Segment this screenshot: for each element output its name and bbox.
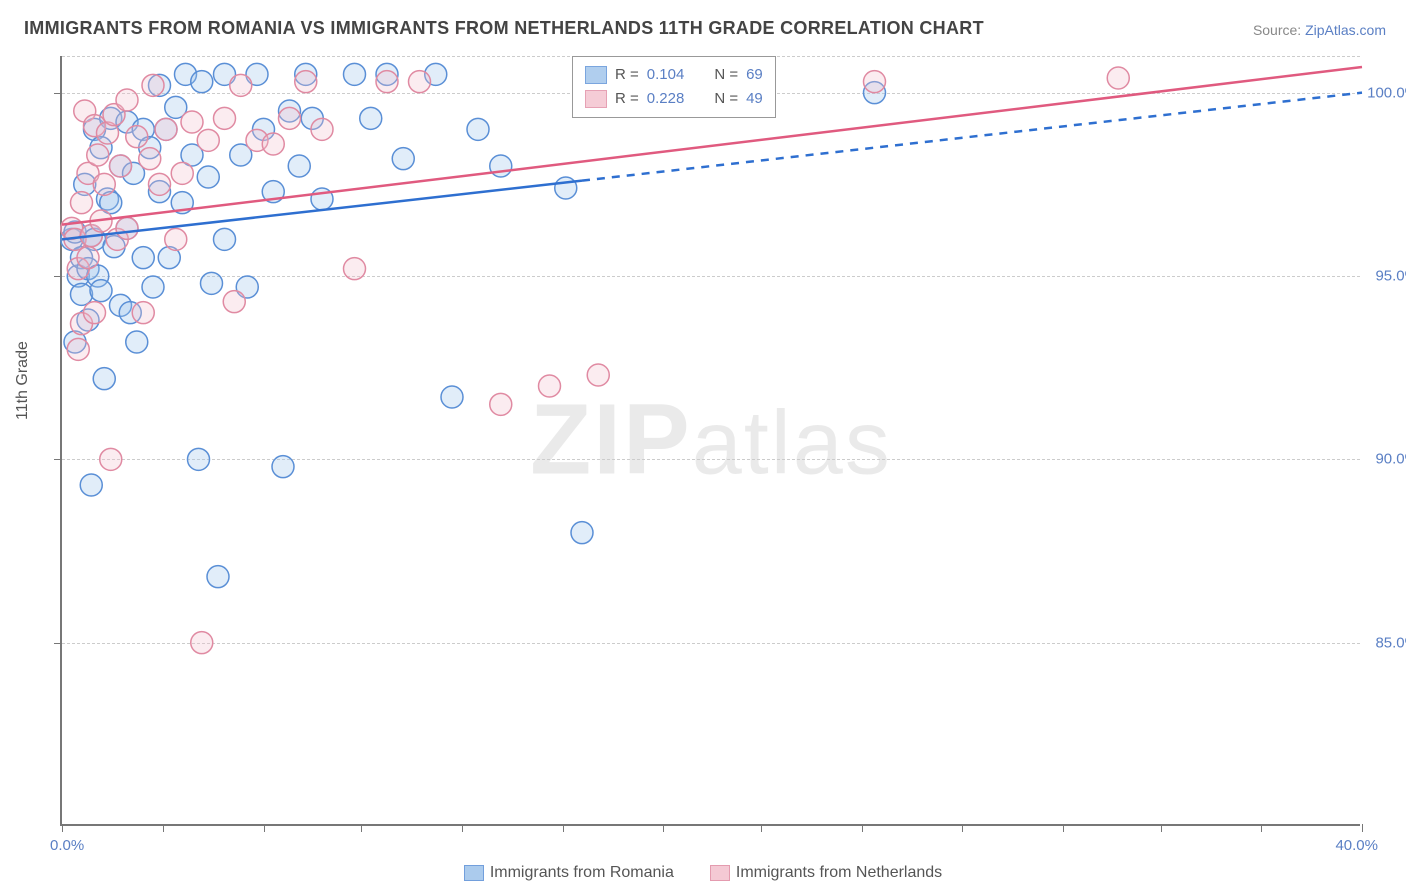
data-point <box>181 111 203 133</box>
data-point <box>93 173 115 195</box>
data-point <box>201 272 223 294</box>
series-legend: Immigrants from Romania Immigrants from N… <box>0 864 1406 882</box>
legend-r-label: R = <box>615 87 639 111</box>
data-point <box>191 632 213 654</box>
data-point <box>272 456 294 478</box>
legend-r-value: 0.228 <box>647 87 685 111</box>
source-link[interactable]: ZipAtlas.com <box>1305 22 1386 38</box>
series-label: Immigrants from Netherlands <box>736 864 942 881</box>
data-point <box>207 566 229 588</box>
data-point <box>197 166 219 188</box>
data-point <box>110 155 132 177</box>
series-legend-item: Immigrants from Romania <box>464 864 674 881</box>
legend-row: R = 0.104 N = 69 <box>585 63 763 87</box>
legend-r-value: 0.104 <box>647 63 685 87</box>
data-point <box>197 129 219 151</box>
source-attribution: Source: ZipAtlas.com <box>1253 22 1386 38</box>
data-point <box>67 338 89 360</box>
legend-n-label: N = <box>714 63 738 87</box>
data-point <box>80 474 102 496</box>
data-point <box>132 302 154 324</box>
scatter-overlay <box>62 56 1360 824</box>
data-point <box>132 247 154 269</box>
data-point <box>288 155 310 177</box>
legend-swatch <box>464 865 484 881</box>
data-point <box>344 258 366 280</box>
data-point <box>279 107 301 129</box>
legend-n-value: 69 <box>746 63 763 87</box>
legend-r-label: R = <box>615 63 639 87</box>
data-point <box>539 375 561 397</box>
data-point <box>376 71 398 93</box>
data-point <box>262 133 284 155</box>
data-point <box>139 148 161 170</box>
data-point <box>344 63 366 85</box>
data-point <box>409 71 431 93</box>
data-point <box>555 177 577 199</box>
data-point <box>490 393 512 415</box>
data-point <box>116 217 138 239</box>
data-point <box>126 126 148 148</box>
data-point <box>360 107 382 129</box>
data-point <box>214 107 236 129</box>
data-point <box>77 247 99 269</box>
data-point <box>155 118 177 140</box>
source-label: Source: <box>1253 22 1305 38</box>
data-point <box>587 364 609 386</box>
data-point <box>441 386 463 408</box>
series-label: Immigrants from Romania <box>490 864 674 881</box>
data-point <box>71 192 93 214</box>
legend-swatch <box>585 66 607 84</box>
data-point <box>90 280 112 302</box>
data-point <box>116 89 138 111</box>
data-point <box>467 118 489 140</box>
y-axis-label: 11th Grade <box>14 341 32 420</box>
data-point <box>87 144 109 166</box>
x-axis-end-label: 40.0% <box>1335 837 1378 854</box>
legend-n-value: 49 <box>746 87 763 111</box>
data-point <box>93 368 115 390</box>
data-point <box>223 291 245 313</box>
data-point <box>214 228 236 250</box>
y-tick-label: 90.0% <box>1375 451 1406 468</box>
data-point <box>71 283 93 305</box>
data-point <box>864 71 886 93</box>
data-point <box>171 162 193 184</box>
data-point <box>142 74 164 96</box>
data-point <box>165 228 187 250</box>
chart-plot-area: ZIPatlas 85.0%90.0%95.0%100.0% 0.0% 40.0… <box>60 56 1360 826</box>
data-point <box>230 74 252 96</box>
data-point <box>295 71 317 93</box>
data-point <box>126 331 148 353</box>
legend-swatch <box>585 90 607 108</box>
series-legend-item: Immigrants from Netherlands <box>710 864 942 881</box>
x-axis-start-label: 0.0% <box>50 837 84 854</box>
y-tick-label: 100.0% <box>1367 84 1406 101</box>
data-point <box>1107 67 1129 89</box>
data-point <box>392 148 414 170</box>
data-point <box>149 173 171 195</box>
data-point <box>191 71 213 93</box>
data-point <box>311 118 333 140</box>
correlation-legend: R = 0.104 N = 69 R = 0.228 N = 49 <box>572 56 776 118</box>
data-point <box>84 302 106 324</box>
legend-n-label: N = <box>714 87 738 111</box>
data-point <box>142 276 164 298</box>
data-point <box>490 155 512 177</box>
chart-title: IMMIGRANTS FROM ROMANIA VS IMMIGRANTS FR… <box>24 18 984 39</box>
data-point <box>571 522 593 544</box>
y-tick-label: 95.0% <box>1375 268 1406 285</box>
y-tick-label: 85.0% <box>1375 634 1406 651</box>
data-point <box>188 448 210 470</box>
legend-swatch <box>710 865 730 881</box>
data-point <box>100 448 122 470</box>
legend-row: R = 0.228 N = 49 <box>585 87 763 111</box>
